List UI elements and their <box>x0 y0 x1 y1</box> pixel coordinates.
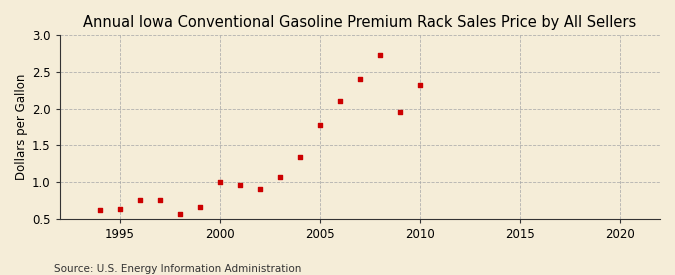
Point <box>354 77 365 82</box>
Title: Annual Iowa Conventional Gasoline Premium Rack Sales Price by All Sellers: Annual Iowa Conventional Gasoline Premiu… <box>83 15 637 30</box>
Point <box>234 183 245 187</box>
Point <box>375 53 385 57</box>
Point <box>95 208 105 212</box>
Point <box>394 110 405 115</box>
Point <box>315 123 325 127</box>
Point <box>155 198 165 203</box>
Point <box>254 186 265 191</box>
Text: Source: U.S. Energy Information Administration: Source: U.S. Energy Information Administ… <box>54 264 301 274</box>
Point <box>115 207 126 211</box>
Point <box>335 99 346 104</box>
Point <box>215 180 225 184</box>
Point <box>134 198 145 203</box>
Point <box>275 175 286 179</box>
Point <box>194 205 205 209</box>
Point <box>174 211 185 216</box>
Point <box>414 83 425 87</box>
Y-axis label: Dollars per Gallon: Dollars per Gallon <box>15 74 28 180</box>
Point <box>294 155 305 159</box>
